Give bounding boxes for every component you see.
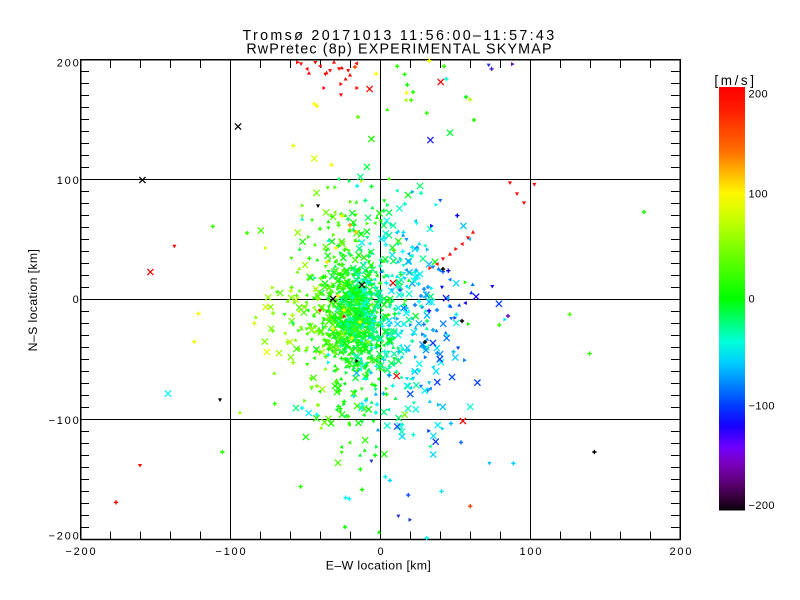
svg-text:RwPretec (8p) EXPERIMENTAL SKY: RwPretec (8p) EXPERIMENTAL SKYMAP bbox=[246, 42, 552, 58]
svg-text:100: 100 bbox=[749, 189, 769, 201]
svg-text:−100: −100 bbox=[215, 546, 247, 558]
svg-text:−100: −100 bbox=[49, 415, 81, 427]
svg-text:−200: −200 bbox=[49, 531, 81, 543]
svg-text:−100: −100 bbox=[749, 400, 775, 412]
svg-text:[m/s]: [m/s] bbox=[714, 73, 756, 88]
svg-text:E–W location [km]: E–W location [km] bbox=[326, 559, 431, 573]
svg-text:200: 200 bbox=[57, 58, 81, 70]
svg-text:−200: −200 bbox=[65, 546, 97, 558]
svg-text:100: 100 bbox=[520, 546, 544, 558]
svg-text:100: 100 bbox=[57, 175, 81, 187]
svg-text:−200: −200 bbox=[749, 500, 775, 512]
svg-text:0: 0 bbox=[377, 546, 385, 558]
svg-text:200: 200 bbox=[670, 546, 694, 558]
svg-text:0: 0 bbox=[749, 294, 756, 306]
svg-text:0: 0 bbox=[73, 294, 81, 306]
svg-text:N–S location [km]: N–S location [km] bbox=[26, 249, 40, 352]
svg-text:Tromsø 20171013 11:56:00–11:57: Tromsø 20171013 11:56:00–11:57:43 bbox=[243, 28, 557, 44]
svg-text:200: 200 bbox=[749, 89, 769, 101]
